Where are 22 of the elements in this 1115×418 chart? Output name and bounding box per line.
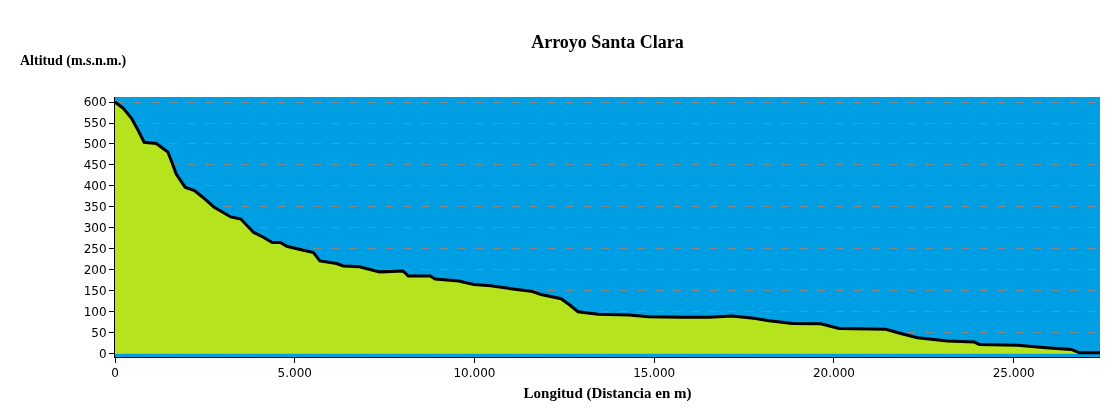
x-tick-label: 5.000 — [277, 366, 312, 381]
y-tick-label: 200 — [83, 262, 107, 277]
y-tick-label: 350 — [83, 200, 107, 215]
y-axis-title: Altitud (m.s.n.m.) — [20, 53, 127, 69]
y-tick-label: 500 — [83, 137, 107, 152]
x-tick-label: 10.000 — [453, 366, 496, 381]
y-tick-label: 100 — [83, 304, 107, 319]
x-tick-label: 15.000 — [633, 366, 676, 381]
y-tick-label: 400 — [83, 179, 107, 194]
x-tick-label: 20.000 — [812, 366, 855, 381]
x-tick-label: 0 — [111, 366, 119, 381]
y-tick-label: 250 — [83, 242, 107, 257]
y-tick-label: 0 — [98, 346, 107, 361]
chart-title: Arroyo Santa Clara — [531, 32, 684, 53]
y-tick-label: 150 — [83, 283, 107, 298]
y-tick-label: 50 — [91, 325, 107, 340]
y-tick-label: 550 — [83, 116, 107, 131]
y-tick-label: 450 — [83, 158, 107, 173]
x-axis-title: Longitud (Distancia en m) — [523, 385, 692, 403]
x-tick-label: 25.000 — [992, 366, 1035, 381]
y-tick-label: 600 — [83, 95, 107, 110]
y-tick-label: 300 — [83, 221, 107, 236]
